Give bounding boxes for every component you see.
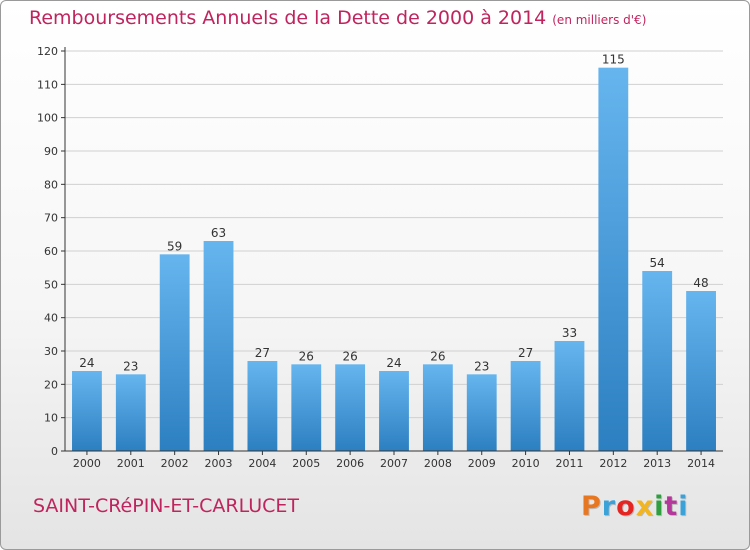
bar: [159, 254, 190, 451]
proxiti-logo: Proxiti: [581, 491, 689, 522]
data-label: 24: [386, 356, 401, 370]
x-tick-label: 2002: [161, 457, 189, 470]
x-tick-label: 2008: [424, 457, 452, 470]
y-tick-label: 20: [44, 378, 58, 391]
y-tick-label: 110: [37, 78, 58, 91]
bar: [642, 271, 673, 451]
y-tick-label: 30: [44, 345, 58, 358]
y-tick-label: 0: [51, 445, 58, 458]
x-tick-label: 2012: [599, 457, 627, 470]
logo-letter: i: [654, 491, 665, 522]
x-tick-label: 2011: [555, 457, 583, 470]
x-tick-label: 2003: [205, 457, 233, 470]
bar: [466, 374, 497, 451]
bar: [510, 361, 541, 451]
data-label: 27: [255, 346, 270, 360]
y-tick-label: 120: [37, 45, 58, 58]
x-tick-label: 2006: [336, 457, 364, 470]
data-label: 26: [430, 349, 445, 363]
x-tick-label: 2010: [512, 457, 540, 470]
data-label: 26: [342, 349, 357, 363]
x-tick-label: 2014: [687, 457, 715, 470]
bar: [247, 361, 278, 451]
bar: [598, 67, 629, 452]
y-tick-label: 70: [44, 212, 58, 225]
data-label: 48: [693, 276, 708, 290]
axes: 0 10 20 30 40 50 60 70 80 90 100 110 120 2000 2001 2002…: [37, 45, 723, 470]
x-tick-label: 2007: [380, 457, 408, 470]
bars: 24 23 59 63 27 26 26 24 26 23 27 33 115 54 48: [72, 53, 716, 452]
y-tick-label: 80: [44, 178, 58, 191]
bar: [422, 364, 453, 451]
bar: [554, 341, 585, 451]
commune-name: SAINT-CRéPIN-ET-CARLUCET: [33, 495, 299, 517]
x-tick-label: 2001: [117, 457, 145, 470]
bar: [335, 364, 366, 451]
x-tick-label: 2009: [468, 457, 496, 470]
chart-title: Remboursements Annuels de la Dette de 20…: [29, 7, 646, 29]
bar: [291, 364, 322, 451]
y-tick-label: 100: [37, 112, 58, 125]
data-label: 54: [650, 256, 665, 270]
data-label: 115: [602, 53, 625, 67]
logo-letter: i: [678, 491, 689, 522]
x-tick-label: 2004: [248, 457, 276, 470]
data-label: 23: [123, 359, 138, 373]
y-tick-label: 90: [44, 145, 58, 158]
y-tick-label: 50: [44, 278, 58, 291]
y-tick-label: 10: [44, 412, 58, 425]
y-tick-label: 40: [44, 312, 58, 325]
bar: [379, 371, 409, 451]
bar: [115, 374, 146, 451]
x-tick-label: 2013: [643, 457, 671, 470]
data-label: 63: [211, 226, 226, 240]
bar: [686, 291, 716, 451]
logo-letter: t: [664, 491, 679, 522]
x-tick-label: 2000: [73, 457, 101, 470]
bar: [72, 371, 102, 451]
data-label: 59: [167, 239, 182, 253]
chart-unit: (en milliers d'€): [552, 13, 647, 27]
logo-letter: r: [601, 491, 617, 522]
chart-title-text: Remboursements Annuels de la Dette de 20…: [29, 7, 547, 29]
data-label: 33: [562, 326, 577, 340]
logo-letter: P: [581, 491, 602, 522]
data-label: 26: [299, 349, 314, 363]
data-label: 23: [474, 359, 489, 373]
data-label: 24: [79, 356, 94, 370]
data-label: 27: [518, 346, 533, 360]
y-tick-label: 60: [44, 245, 58, 258]
logo-letter: o: [616, 491, 636, 522]
x-tick-label: 2005: [292, 457, 320, 470]
logo-letter: x: [635, 491, 655, 522]
bar: [203, 241, 234, 451]
